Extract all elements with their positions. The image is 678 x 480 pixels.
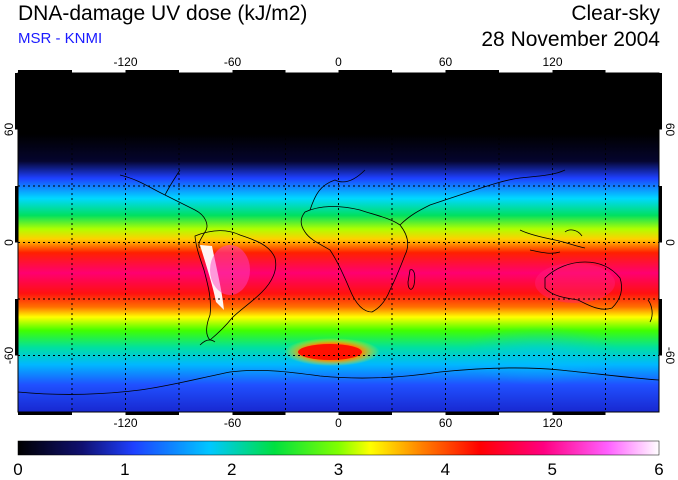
colorbar-label: 3 [334,460,343,479]
data-source-label: MSR - KNMI [18,30,103,47]
lon-tick-top: -60 [224,55,242,69]
lon-tick-top: 120 [542,55,562,69]
lon-tick-bottom: -120 [113,416,137,430]
map-border-scale [15,70,662,415]
colorbar-label: 0 [13,460,22,479]
colorbar-label: 2 [227,460,236,479]
lon-tick-bottom: 0 [335,416,342,430]
colorbar [17,440,660,456]
lat-tick-right: 0 [663,239,677,246]
lat-tick-left: 60 [2,123,16,137]
lat-tick-right: 60 [663,123,677,137]
sky-condition-label: Clear-sky [571,2,660,25]
colorbar-label: 4 [441,460,450,479]
lat-tick-left: -60 [2,347,16,365]
lon-tick-bottom: 120 [542,416,562,430]
lon-tick-bottom: 60 [439,416,453,430]
map-title: DNA-damage UV dose (kJ/m2) [18,2,308,25]
lon-tick-bottom: -60 [224,416,242,430]
lat-tick-right: -60 [663,347,677,365]
map-date: 28 November 2004 [481,28,660,51]
lat-lon-gridlines [18,73,659,412]
lon-tick-top: 60 [439,55,453,69]
colorbar-label: 1 [120,460,129,479]
lon-tick-top: 0 [335,55,342,69]
lon-tick-top: -120 [113,55,137,69]
colorbar-label: 6 [654,460,663,479]
lat-tick-left: 0 [2,239,16,246]
colorbar-label: 5 [547,460,556,479]
